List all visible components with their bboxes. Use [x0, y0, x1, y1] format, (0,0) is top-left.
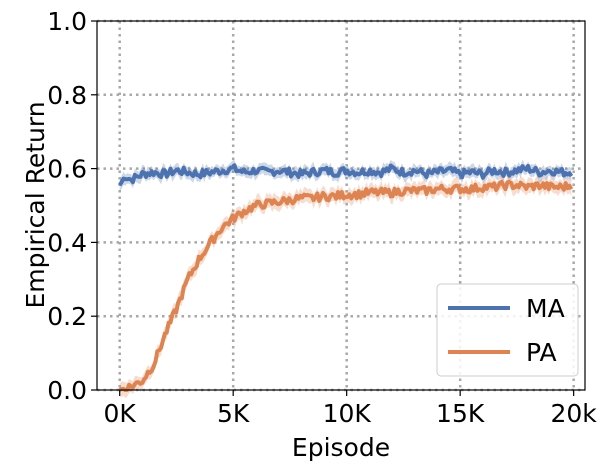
- series-lines: [118, 163, 574, 392]
- x-tick-label: 20k: [551, 399, 598, 428]
- y-tick-label: 0.6: [47, 155, 87, 184]
- y-tick-label: 0.2: [47, 302, 87, 331]
- y-tick-label: 1.0: [47, 7, 87, 36]
- plot-frame: [96, 20, 586, 391]
- x-tick-label: 10K: [323, 399, 372, 428]
- y-tick-label: 0.8: [47, 81, 87, 110]
- legend-label-ma: MA: [526, 294, 565, 323]
- series-line-pa: [118, 179, 574, 392]
- series-line-ma: [118, 163, 574, 187]
- y-axis-ticks: 0.0 0.2 0.4 0.6 0.8 1.0: [47, 7, 97, 405]
- y-axis-title: Empirical Return: [21, 101, 50, 308]
- y-tick-label: 0.4: [47, 228, 87, 257]
- y-tick-label: 0.0: [47, 376, 87, 405]
- x-axis-title: Episode: [292, 433, 390, 462]
- x-tick-label: 15K: [436, 399, 485, 428]
- x-axis-ticks: 0K 5K 10K 15K 20k: [104, 390, 598, 428]
- legend: MA PA: [436, 283, 579, 377]
- x-tick-label: 5K: [217, 399, 250, 428]
- legend-label-pa: PA: [526, 338, 557, 367]
- x-tick-label: 0K: [104, 399, 137, 428]
